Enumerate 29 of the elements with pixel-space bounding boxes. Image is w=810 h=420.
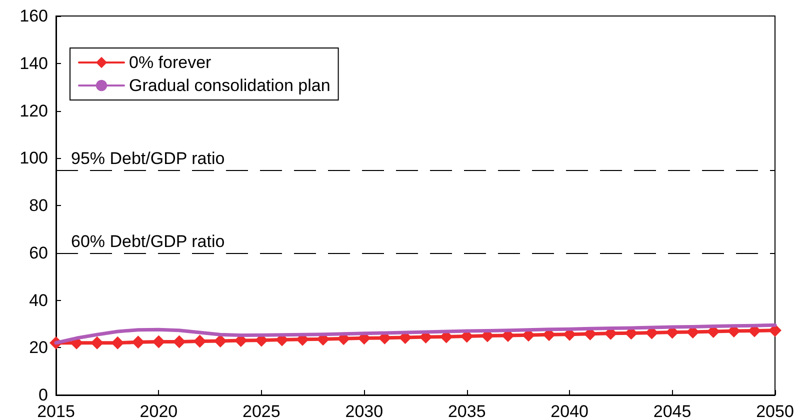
- point: [90, 336, 104, 350]
- ref-line-label: 60% Debt/GDP ratio: [71, 232, 225, 251]
- x-tick-label: 2015: [37, 402, 75, 420]
- y-tick-label: 140: [20, 54, 48, 73]
- point: [768, 324, 782, 337]
- point: [111, 336, 124, 350]
- x-tick-label: 2045: [653, 402, 692, 420]
- x-tick-label: 2050: [756, 402, 794, 420]
- x-tick-label: 2025: [242, 402, 280, 420]
- legend-label: Gradual consolidation plan: [129, 76, 330, 95]
- legend-label: 0% forever: [129, 53, 212, 72]
- y-tick-label: 100: [20, 148, 48, 168]
- y-tick-label: 20: [29, 338, 48, 358]
- point: [214, 334, 227, 348]
- y-tick-label: 60: [29, 243, 48, 262]
- y-tick-label: 40: [29, 290, 48, 310]
- x-tick-label: 2020: [140, 402, 178, 420]
- point: [193, 334, 206, 348]
- y-tick-label: 120: [20, 101, 48, 120]
- y-tick-label: 80: [29, 196, 48, 215]
- point: [172, 335, 186, 348]
- ref-line-label: 95% Debt/GDP ratio: [71, 148, 225, 168]
- y-tick-label: 160: [20, 6, 48, 26]
- point: [132, 336, 145, 349]
- point: [152, 335, 166, 348]
- x-tick-label: 2035: [448, 402, 486, 420]
- x-tick-label: 2030: [345, 402, 384, 420]
- x-tick-label: 2040: [550, 402, 588, 420]
- y-tick-label: 0: [38, 386, 48, 404]
